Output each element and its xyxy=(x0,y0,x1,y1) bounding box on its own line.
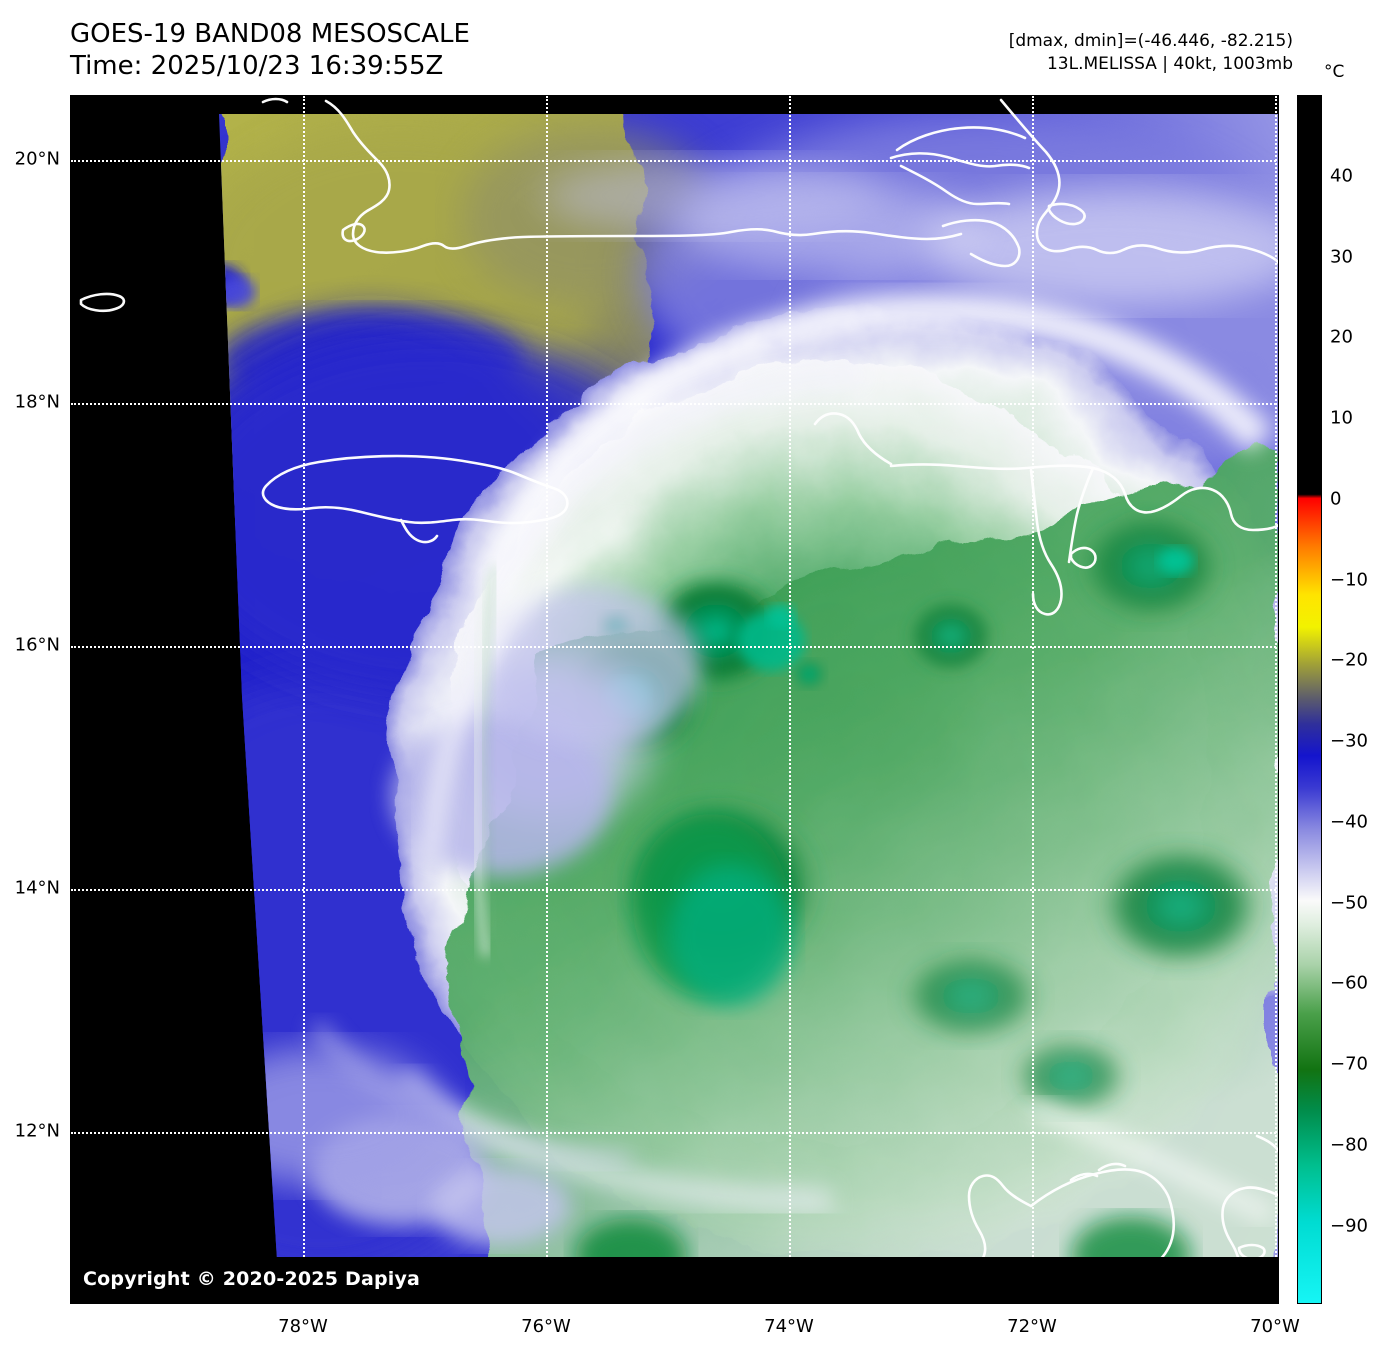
ytick-label: 16°N xyxy=(14,634,60,656)
copyright-bar: Copyright © 2020-2025 Dapiya xyxy=(71,1257,1278,1303)
dminmax-label: [dmax, dmin]=(-46.446, -82.215) xyxy=(1008,31,1293,51)
page-title: GOES-19 BAND08 MESOSCALE Time: 2025/10/2… xyxy=(70,18,470,82)
colorbar-gradient xyxy=(1298,96,1321,1303)
satellite-map[interactable]: Copyright © 2020-2025 Dapiya xyxy=(70,95,1279,1304)
xtick-label: 78°W xyxy=(278,1316,328,1337)
colorbar-tick-label: −80 xyxy=(1330,1134,1368,1156)
ytick-label: 18°N xyxy=(14,391,60,413)
coastlines xyxy=(79,97,1278,1303)
ytick-label: 14°N xyxy=(14,877,60,899)
copyright-text: Copyright © 2020-2025 Dapiya xyxy=(83,1268,421,1290)
xtick-label: 72°W xyxy=(1007,1316,1057,1337)
outer-band-arc xyxy=(474,293,1274,601)
colorbar-tick-label: −30 xyxy=(1330,730,1368,752)
ytick-label: 12°N xyxy=(14,1120,60,1142)
product-title: GOES-19 BAND08 MESOSCALE xyxy=(70,19,470,49)
colorbar-unit-label: °C xyxy=(1324,62,1345,82)
colorbar-tick-label: −10 xyxy=(1330,569,1368,591)
colorbar-tick-label: −50 xyxy=(1330,892,1368,914)
colorbar-tick-label: −20 xyxy=(1330,649,1368,671)
data-swath xyxy=(219,114,1278,1276)
ytick-label: 20°N xyxy=(14,148,60,170)
xtick-label: 76°W xyxy=(521,1316,571,1337)
metadata-block: [dmax, dmin]=(-46.446, -82.215) 13L.MELI… xyxy=(1009,30,1293,76)
colorbar xyxy=(1297,95,1322,1304)
colorbar-tick-label: −40 xyxy=(1330,811,1368,833)
timestamp-label: Time: 2025/10/23 16:39:55Z xyxy=(70,51,444,81)
colorbar-tick-label: 20 xyxy=(1330,326,1353,348)
colorbar-tick-label: 30 xyxy=(1330,246,1353,268)
brightness-temperature-raster xyxy=(71,96,1278,1303)
xtick-label: 74°W xyxy=(764,1316,814,1337)
colorbar-tick-label: 10 xyxy=(1330,407,1353,429)
colorbar-tick-label: −70 xyxy=(1330,1053,1368,1075)
xtick-label: 70°W xyxy=(1250,1316,1300,1337)
colorbar-tick-label: 0 xyxy=(1330,488,1342,510)
storm-info-label: 13L.MELISSA | 40kt, 1003mb xyxy=(1046,54,1293,74)
colorbar-tick-label: 40 xyxy=(1330,165,1353,187)
colorbar-tick-label: −60 xyxy=(1330,972,1368,994)
colorbar-tick-label: −90 xyxy=(1330,1215,1368,1237)
